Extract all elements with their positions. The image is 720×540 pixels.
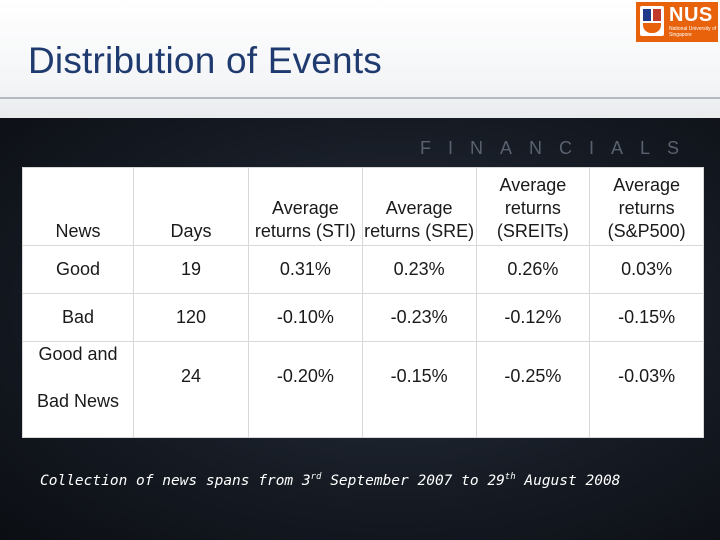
- cell-sp500: 0.03%: [589, 245, 704, 294]
- cell-sreits: -0.25%: [475, 341, 591, 438]
- events-table: News Days Average returns (STI) Average …: [22, 167, 704, 438]
- footnote-text-3: August 2008: [515, 472, 621, 489]
- nus-logo: NUS National University of Singapore: [636, 2, 718, 42]
- header-days: Days: [133, 167, 249, 246]
- cell-news: Good and Bad News: [22, 341, 134, 438]
- footnote: Collection of news spans from 3rd Septem…: [40, 472, 620, 489]
- footnote-sup-2: th: [504, 472, 516, 482]
- cell-sre: -0.23%: [361, 293, 477, 342]
- cell-sreits: 0.26%: [475, 245, 591, 294]
- cell-days: 120: [133, 293, 249, 342]
- crest-icon: [640, 6, 664, 36]
- cell-news: Bad: [22, 293, 134, 342]
- slide-header: Distribution of Events NUS National Univ…: [0, 0, 720, 118]
- cell-sti: -0.10%: [248, 293, 363, 342]
- watermark-text: FINANCIALS: [420, 138, 697, 158]
- header-sti: Average returns (STI): [248, 167, 363, 246]
- table-row: Good and Bad News 24 -0.20% -0.15% -0.25…: [22, 341, 704, 438]
- logo-subtext: National University of Singapore: [669, 26, 717, 38]
- news-line-1: Good and: [38, 344, 118, 364]
- footnote-text-2: September 2007 to 29: [321, 472, 505, 489]
- header-sp500: Average returns (S&P500): [589, 167, 704, 246]
- cell-sre: 0.23%: [361, 245, 477, 294]
- footnote-text-1: Collection of news spans from 3: [40, 472, 311, 489]
- logo-text: NUS: [669, 4, 713, 26]
- table-header-row: News Days Average returns (STI) Average …: [22, 167, 704, 246]
- cell-sp500: -0.03%: [589, 341, 704, 438]
- cell-news: Good: [22, 245, 134, 294]
- footnote-sup-1: rd: [310, 472, 322, 482]
- header-news: News: [22, 167, 134, 246]
- header-sre: Average returns (SRE): [361, 167, 477, 246]
- cell-days: 24: [133, 341, 249, 438]
- title-divider: [0, 97, 720, 99]
- cell-sp500: -0.15%: [589, 293, 704, 342]
- cell-days: 19: [133, 245, 249, 294]
- header-sreits: Average returns (SREITs): [475, 167, 591, 246]
- cell-sreits: -0.12%: [475, 293, 591, 342]
- table-row: Good 19 0.31% 0.23% 0.26% 0.03%: [22, 245, 704, 294]
- cell-sti: -0.20%: [248, 341, 363, 438]
- table-row: Bad 120 -0.10% -0.23% -0.12% -0.15%: [22, 293, 704, 342]
- slide-title: Distribution of Events: [28, 40, 383, 81]
- cell-sti: 0.31%: [248, 245, 363, 294]
- news-line-2: Bad News: [36, 391, 120, 411]
- cell-sre: -0.15%: [361, 341, 477, 438]
